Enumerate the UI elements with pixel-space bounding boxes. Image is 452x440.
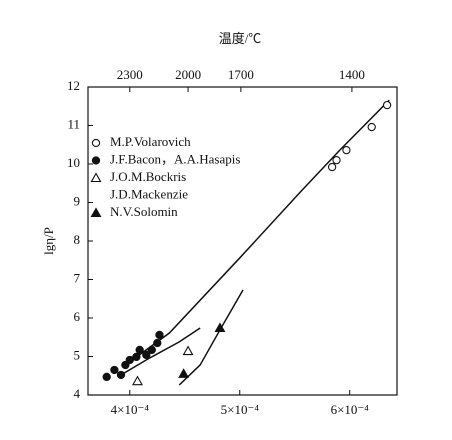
top-axis-label: 温度/℃ bbox=[219, 31, 262, 46]
y-axis-label: lgη/P bbox=[41, 227, 56, 255]
point bbox=[327, 162, 337, 172]
point bbox=[142, 350, 151, 360]
point bbox=[382, 100, 392, 110]
point bbox=[132, 352, 141, 362]
point bbox=[102, 372, 111, 382]
point bbox=[367, 122, 376, 132]
y-tick-label: 4 bbox=[74, 386, 81, 401]
y-tick-label: 9 bbox=[74, 193, 81, 208]
point bbox=[178, 368, 190, 378]
x-tick-label: 6×10⁻⁴ bbox=[331, 402, 370, 417]
top-tick-label: 1400 bbox=[339, 67, 365, 82]
legend-marker bbox=[90, 207, 102, 218]
y-tick-label: 7 bbox=[74, 270, 81, 285]
top-tick-label: 2300 bbox=[117, 67, 143, 82]
top-tick-label: 2000 bbox=[175, 67, 201, 82]
x-tick-label: 4×10⁻⁴ bbox=[111, 402, 150, 417]
point bbox=[182, 345, 194, 356]
point bbox=[125, 355, 134, 365]
y-tick-label: 8 bbox=[74, 232, 81, 247]
point bbox=[132, 375, 143, 386]
point bbox=[110, 365, 119, 375]
top-tick-label: 1700 bbox=[228, 67, 254, 82]
point bbox=[214, 322, 226, 333]
y-tick-label: 5 bbox=[74, 347, 81, 362]
fit-line bbox=[117, 327, 201, 378]
y-tick-label: 12 bbox=[67, 78, 80, 93]
y-tick-label: 11 bbox=[67, 116, 80, 131]
point bbox=[155, 330, 164, 340]
point bbox=[342, 145, 351, 155]
x-tick-label: 5×10⁻⁴ bbox=[221, 402, 260, 417]
legend-label: J.O.M.Bockris bbox=[110, 169, 186, 184]
point bbox=[116, 370, 126, 380]
point bbox=[332, 155, 341, 165]
legend-marker bbox=[90, 172, 102, 183]
legend-label: M.P.Volarovich bbox=[110, 134, 191, 149]
point bbox=[147, 345, 156, 355]
legend-label: N.V.Solomin bbox=[110, 204, 178, 219]
point bbox=[153, 338, 162, 348]
y-tick-label: 6 bbox=[74, 309, 81, 324]
legend-label: J.D.Mackenzie bbox=[110, 186, 188, 201]
legend-marker bbox=[91, 138, 101, 148]
point bbox=[135, 345, 144, 355]
fit-line bbox=[129, 99, 390, 363]
legend-marker bbox=[91, 156, 101, 165]
fit-line bbox=[178, 289, 244, 386]
legend-label: J.F.Bacon，A.A.Hasapis bbox=[110, 151, 240, 166]
y-tick-label: 10 bbox=[67, 155, 80, 170]
